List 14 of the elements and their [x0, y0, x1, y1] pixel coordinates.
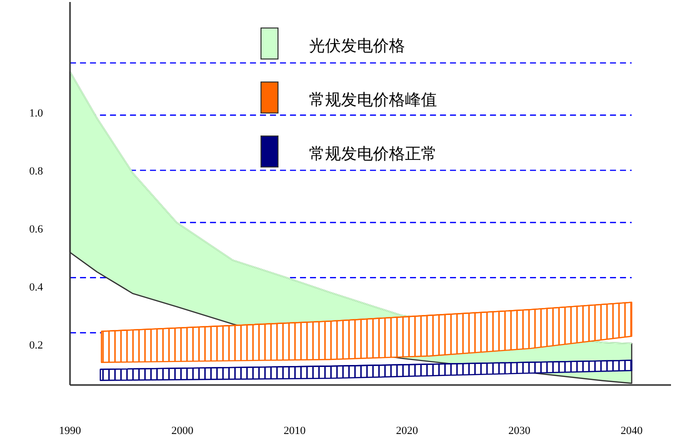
y-tick-label: 0.8	[29, 165, 44, 178]
legend-label: 光伏发电价格	[309, 36, 405, 55]
x-tick-label: 2020	[396, 425, 419, 437]
x-tick-label: 2040	[620, 425, 644, 437]
x-tick-label: 2010	[284, 425, 306, 437]
y-tick-label: 1.0	[29, 107, 44, 120]
x-tick-label: 2000	[171, 425, 194, 437]
y-tick-label: 0.6	[29, 223, 44, 236]
x-tick-label: 1990	[59, 425, 82, 437]
x-tick-label: 2030	[508, 425, 531, 437]
y-tick-label: 0.4	[29, 281, 44, 294]
y-tick-label: 0.2	[29, 339, 43, 352]
legend-label: 常规发电价格正常	[309, 144, 437, 163]
legend-label: 常规发电价格峰值	[309, 90, 437, 109]
